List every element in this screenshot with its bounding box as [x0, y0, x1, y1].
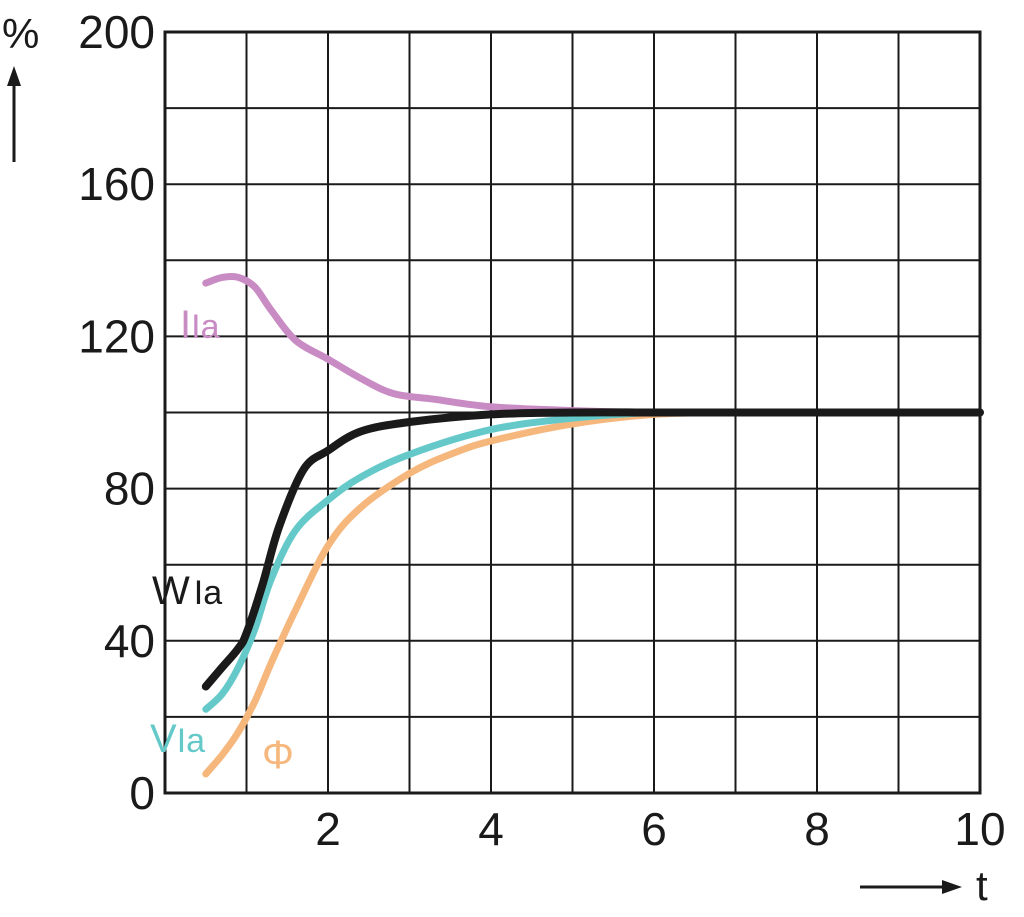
series-label-wia-sub: Ia: [194, 574, 222, 612]
x-tick-label: 2: [315, 803, 341, 855]
x-axis-arrow: [860, 880, 962, 894]
tick-labels: 0 40 80 120 160 200 2 4 6 8 10: [78, 6, 1005, 855]
x-axis-label: t: [976, 862, 988, 909]
x-tick-label: 6: [641, 803, 667, 855]
x-tick-label: 4: [478, 803, 504, 855]
series-lines: [201, 272, 984, 778]
x-tick-label: 10: [954, 803, 1005, 855]
y-tick-label: 40: [104, 615, 155, 667]
y-tick-label: 120: [78, 310, 155, 362]
y-tick-label: 200: [78, 6, 155, 58]
x-tick-label: 8: [804, 803, 830, 855]
series-label-iia-main: I: [180, 303, 191, 347]
series-line-wia: [201, 408, 984, 691]
series-label-via: VIa: [150, 717, 205, 761]
series-label-phi: Φ: [262, 733, 294, 777]
series-label-wia: W Ia: [152, 569, 222, 613]
series-line-ia: [202, 408, 984, 778]
y-axis-label: %: [2, 10, 39, 57]
series-label-via-main: V: [150, 717, 177, 761]
series-label-wia-main: W: [152, 569, 190, 613]
series-line-iia: [202, 272, 984, 417]
y-axis-arrow: [7, 66, 21, 162]
y-tick-label: 0: [129, 767, 155, 819]
series-label-via-sub: Ia: [177, 722, 205, 760]
y-tick-label: 80: [104, 463, 155, 515]
series-label-iia-sub: Ia: [191, 308, 219, 346]
y-tick-label: 160: [78, 158, 155, 210]
plot-frame: [163, 30, 982, 795]
series-label-iia: IIa: [180, 303, 220, 347]
